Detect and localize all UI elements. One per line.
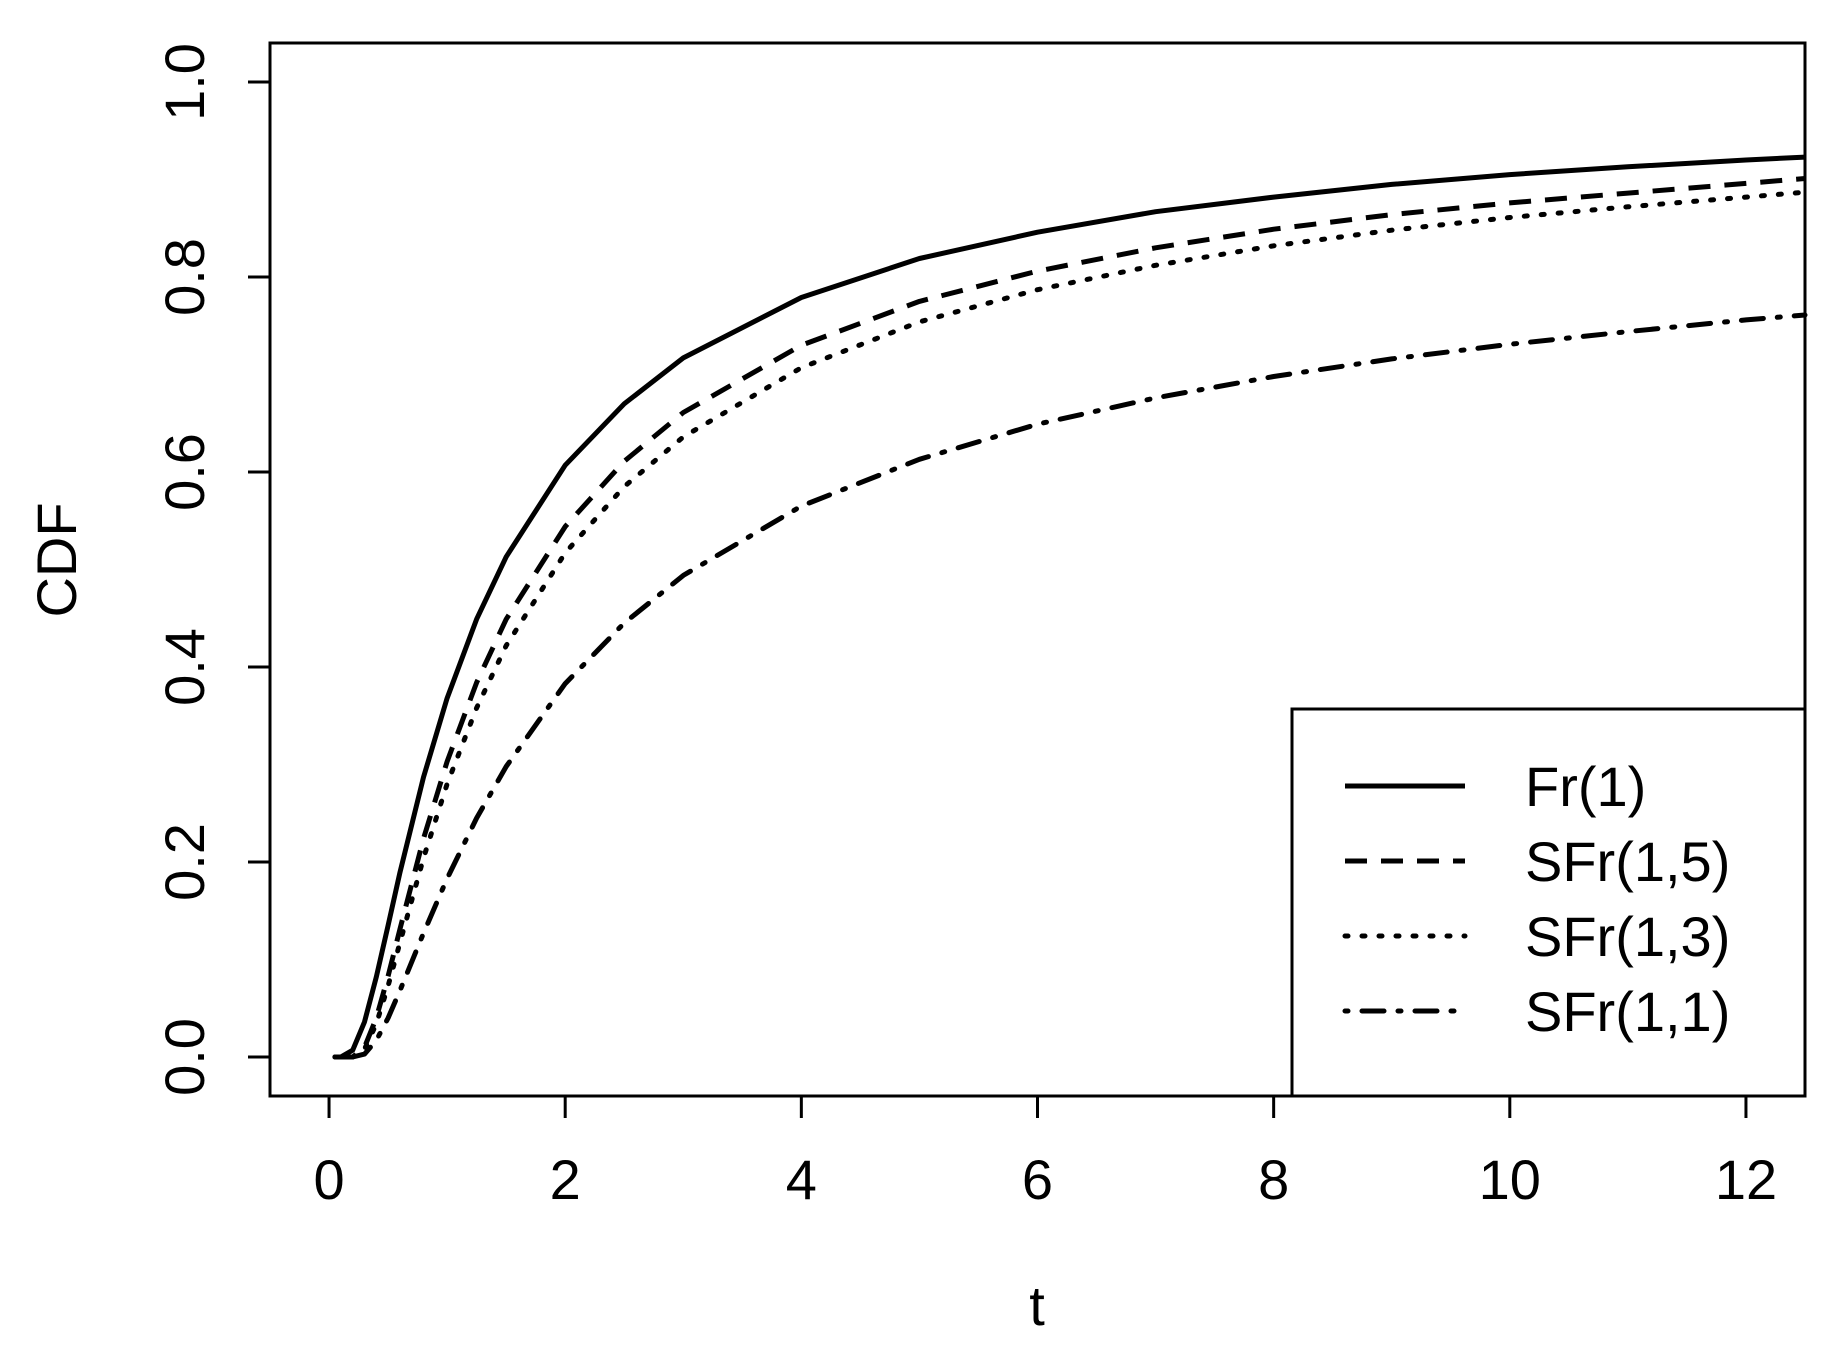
series-line-2 — [334, 176, 1806, 1060]
x-tick-label: 4 — [786, 1148, 817, 1211]
legend-label: SFr(1,3) — [1525, 905, 1730, 968]
series-line-4 — [332, 312, 1808, 1060]
legend-label: SFr(1,1) — [1525, 980, 1730, 1043]
y-axis: 0.0 0.2 0.4 0.6 0.8 1.0 — [153, 43, 272, 1096]
legend-box — [1290, 707, 1807, 1098]
x-tick-label: 2 — [550, 1148, 581, 1211]
x-tick-label: 10 — [1479, 1148, 1541, 1211]
x-tick-label: 0 — [313, 1148, 344, 1211]
legend-label: SFr(1,5) — [1525, 830, 1730, 893]
y-tick-label: 1.0 — [153, 43, 216, 121]
legend-label: Fr(1) — [1525, 755, 1646, 818]
y-tick-label: 0.8 — [153, 238, 216, 316]
x-axis: 0 2 4 6 8 10 12 — [313, 1094, 1777, 1211]
series-line-3 — [332, 189, 1808, 1060]
x-axis-label: t — [1029, 1274, 1045, 1337]
y-tick-label: 0.0 — [153, 1018, 216, 1096]
legend: Fr(1) SFr(1,5) SFr(1,3) SFr(1,1) — [1290, 707, 1807, 1098]
y-tick-label: 0.4 — [153, 628, 216, 706]
x-tick-label: 6 — [1022, 1148, 1053, 1211]
y-axis-label: CDF — [25, 502, 88, 617]
y-tick-label: 0.6 — [153, 433, 216, 511]
y-tick-label: 0.2 — [153, 823, 216, 901]
x-tick-label: 8 — [1258, 1148, 1289, 1211]
series-line-1 — [334, 154, 1806, 1060]
series-layer — [332, 154, 1808, 1060]
x-tick-label: 12 — [1715, 1148, 1777, 1211]
